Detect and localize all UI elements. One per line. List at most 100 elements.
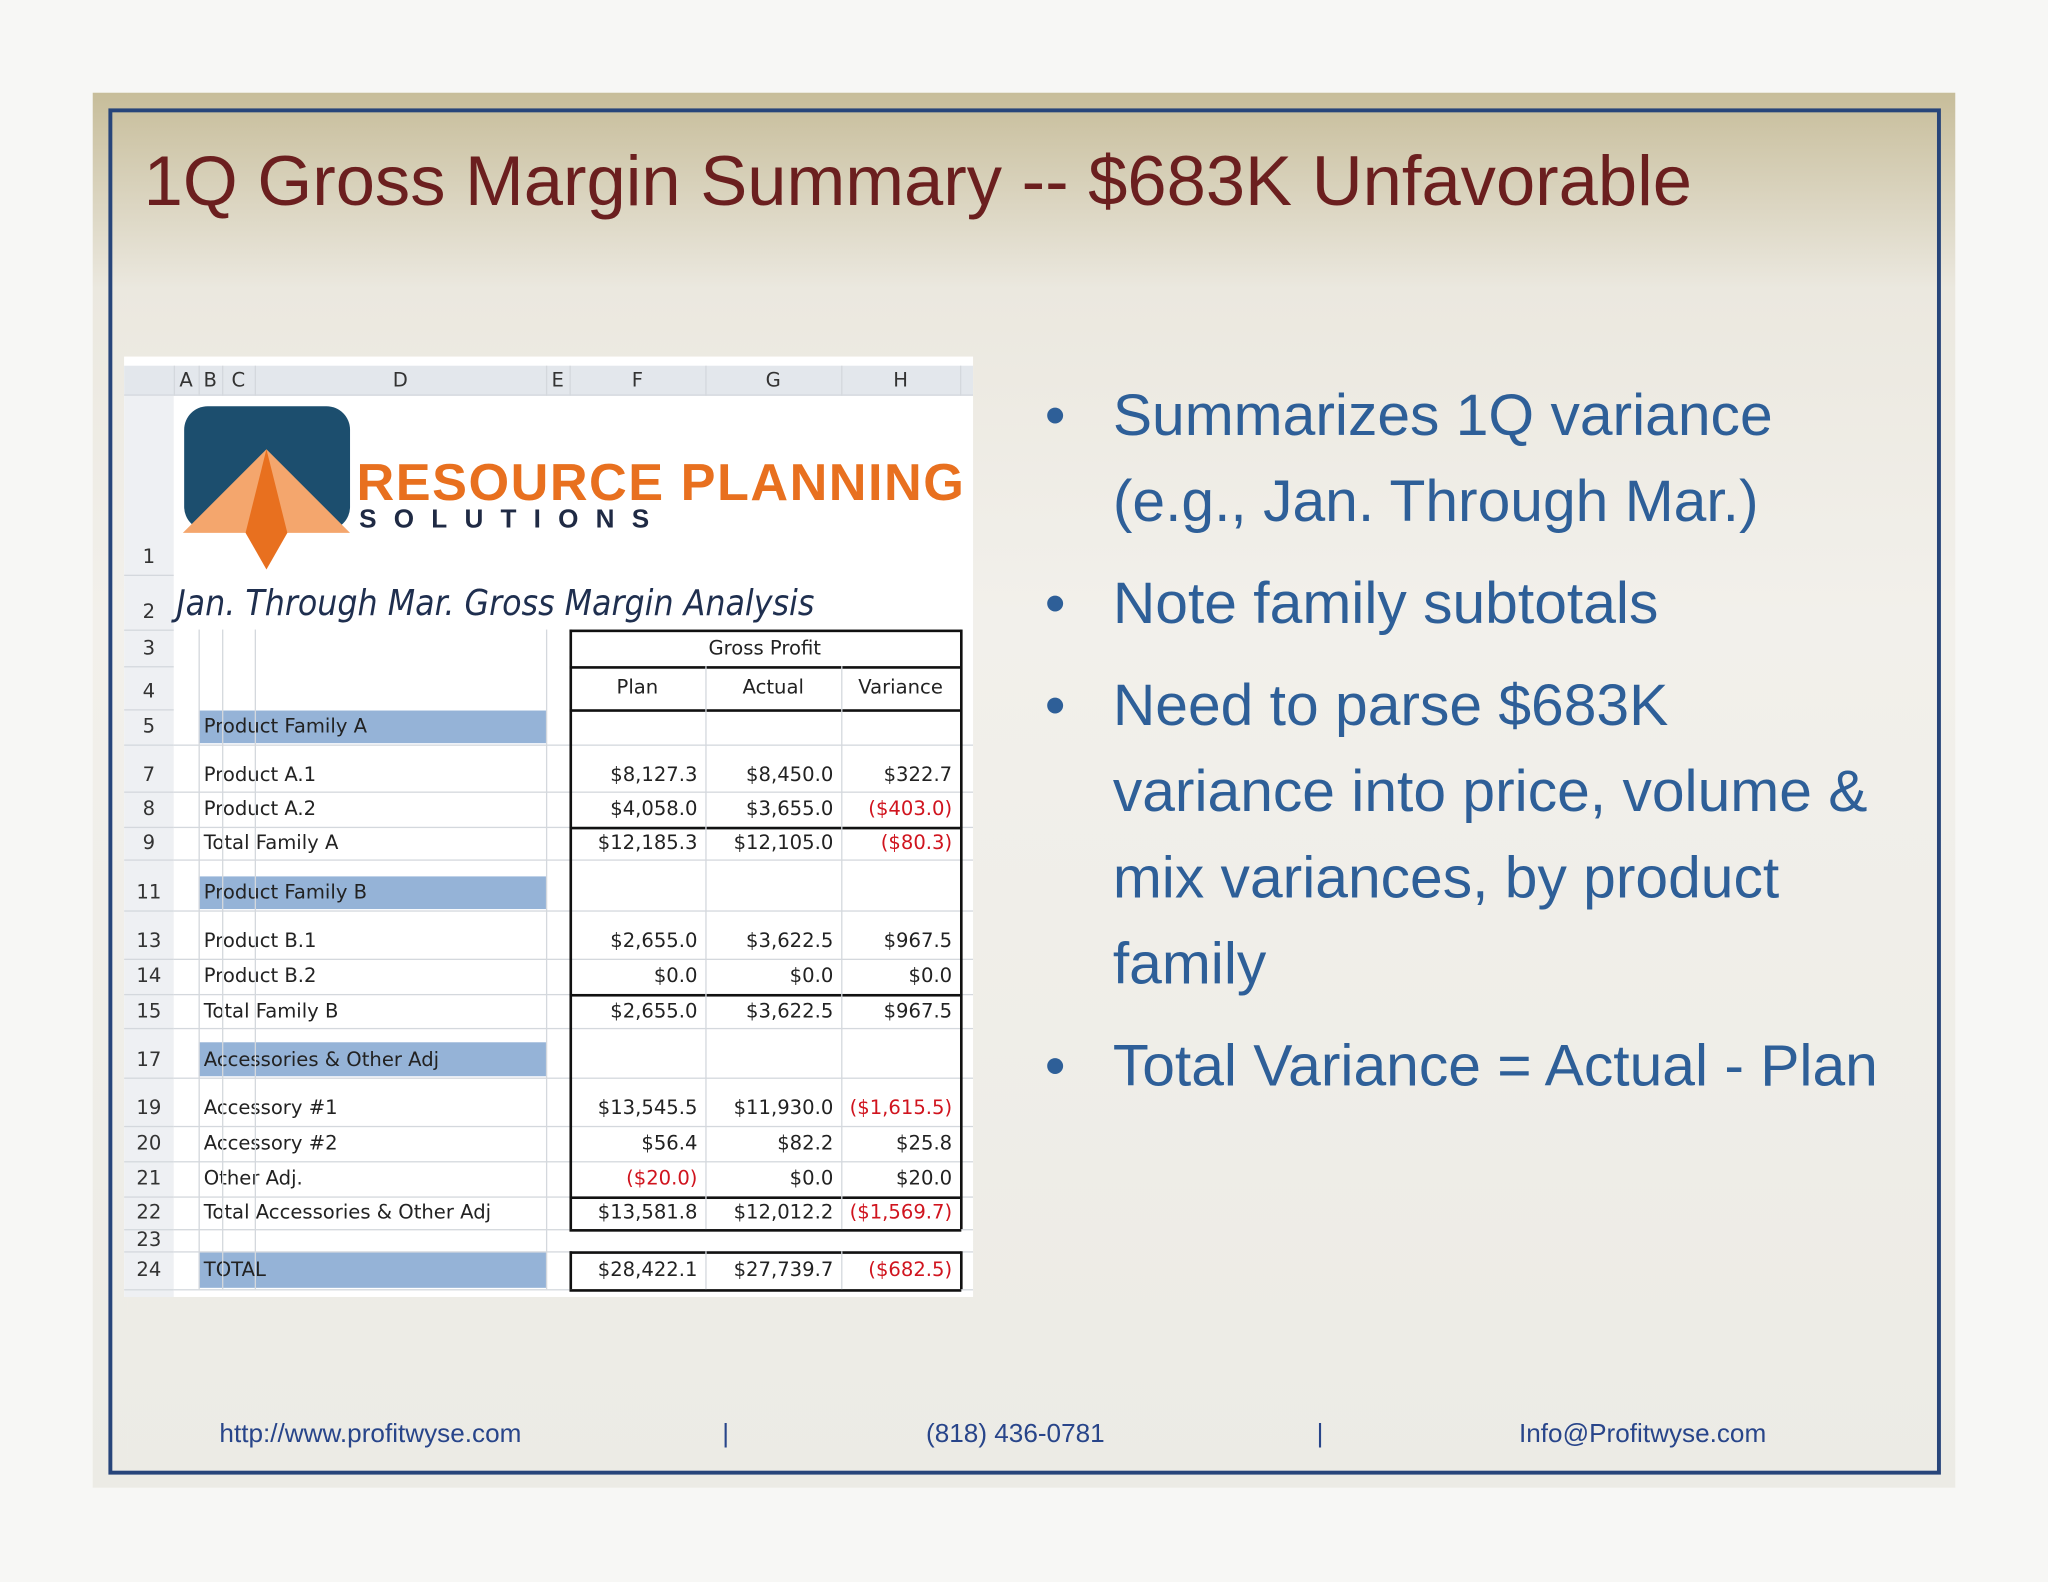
value-cell: $27,739.7 [733, 1257, 834, 1282]
section-label: Accessories & Other Adj [203, 1046, 440, 1071]
spreadsheet: ABCDEFGHIRESOURCE PLANNINGSOLUTIONS1234J… [124, 356, 974, 1297]
row-number: 21 [136, 1166, 162, 1190]
grid-line [124, 1027, 174, 1030]
value-cell: $11,930.0 [733, 1095, 834, 1120]
bullet-marker: • [1044, 381, 1066, 448]
value-cell: $0.0 [789, 963, 834, 988]
column-header: H [893, 368, 908, 392]
value-cell: $3,655.0 [746, 796, 834, 821]
grid-line [124, 574, 174, 576]
slide-title: 1Q Gross Margin Summary -- $683K Unfavor… [143, 142, 1693, 221]
grid-line [173, 910, 974, 912]
row-number: 1 [142, 544, 156, 569]
value-cell: $12,105.0 [733, 830, 834, 855]
border-line [569, 1196, 960, 1199]
grid-line [124, 666, 174, 668]
row-number: 20 [136, 1131, 162, 1155]
section-fill [198, 1042, 546, 1077]
value-cell: ($20.0) [626, 1166, 698, 1190]
section-fill [198, 710, 546, 744]
value-cell: $967.5 [883, 928, 953, 953]
border-line [569, 709, 962, 712]
value-cell: ($80.3) [880, 830, 953, 855]
value-cell: $0.0 [908, 963, 953, 988]
row-label: Product A.1 [203, 762, 317, 786]
grid-line [959, 365, 962, 396]
grid-line [545, 629, 548, 1290]
grid-line [124, 958, 174, 960]
bullet-item: • Summarizes 1Q variance (e.g., Jan. Thro… [1045, 372, 1881, 544]
bullet-marker: • [1044, 569, 1066, 637]
value-cell: $12,185.3 [597, 830, 698, 855]
grid-line [841, 365, 843, 396]
grid-line [841, 1251, 843, 1290]
bullet-marker: • [1044, 1031, 1066, 1099]
row-number: 23 [136, 1227, 162, 1252]
grid-line [173, 791, 974, 793]
value-cell: $0.0 [653, 963, 698, 988]
border-line [569, 993, 960, 996]
grid-line [705, 666, 707, 1230]
column-label: Variance [858, 675, 943, 699]
grid-line [124, 791, 174, 793]
grid-line [173, 1077, 974, 1079]
grid-line [173, 365, 176, 396]
value-cell: $3,622.5 [746, 928, 834, 953]
section-fill [198, 1252, 546, 1288]
value-cell: $13,581.8 [597, 1200, 698, 1224]
row-number: 17 [136, 1046, 162, 1071]
row-label: Other Adj. [203, 1166, 303, 1190]
value-cell: $8,450.0 [746, 762, 834, 786]
grid-line [124, 1196, 174, 1198]
value-cell: $28,422.1 [597, 1257, 698, 1282]
grid-line [124, 394, 974, 396]
border-line [569, 1289, 962, 1292]
grid-line [173, 1125, 974, 1128]
grid-line [198, 365, 200, 396]
row-number: 8 [142, 796, 156, 821]
grid-line [254, 629, 256, 1290]
value-cell: $4,058.0 [610, 796, 698, 821]
border-line [569, 629, 572, 1230]
value-cell: ($1,615.5) [849, 1095, 953, 1120]
value-cell: $322.7 [883, 762, 953, 786]
grid-line [124, 1125, 174, 1128]
grid-line [545, 365, 548, 396]
row-label: Accessory #1 [203, 1095, 338, 1120]
value-cell: ($1,569.7) [849, 1200, 953, 1224]
column-label: Plan [616, 675, 659, 699]
value-cell: $2,655.0 [610, 998, 698, 1023]
column-header: F [631, 368, 644, 392]
bullet-marker: • [1044, 671, 1066, 738]
row-label: Total Family B [203, 998, 339, 1023]
footer-email: Info@Profitwyse.com [1519, 1419, 1767, 1449]
value-cell: ($682.5) [868, 1257, 953, 1282]
logo-peak [245, 449, 288, 570]
grid-line [124, 910, 174, 912]
logo-name: RESOURCE PLANNING [357, 454, 964, 512]
bullet-item: • Need to parse $683K variance into price… [1045, 662, 1881, 1007]
grid-line [173, 744, 974, 746]
row-number: 3 [142, 636, 156, 660]
row-number: 13 [136, 928, 162, 953]
bullet-text: Summarizes 1Q variance (e.g., Jan. Throu… [1112, 381, 1773, 535]
border-line [569, 1251, 572, 1290]
value-cell: $967.5 [883, 998, 953, 1023]
grid-line [705, 365, 707, 396]
grid-line [124, 709, 174, 711]
row-number: 24 [136, 1257, 162, 1282]
border-line [959, 1251, 962, 1290]
grid-line [124, 1161, 174, 1163]
logo-tagline: SOLUTIONS [359, 504, 649, 534]
row-number: 7 [142, 762, 156, 786]
value-cell: $0.0 [789, 1166, 834, 1190]
footer-separator: | [1316, 1419, 1324, 1449]
row-number: 11 [136, 880, 162, 904]
column-label: Actual [742, 675, 804, 699]
grid-line [124, 826, 174, 829]
column-header: B [203, 368, 217, 392]
grid-line [222, 365, 224, 396]
grid-line [705, 1251, 707, 1290]
